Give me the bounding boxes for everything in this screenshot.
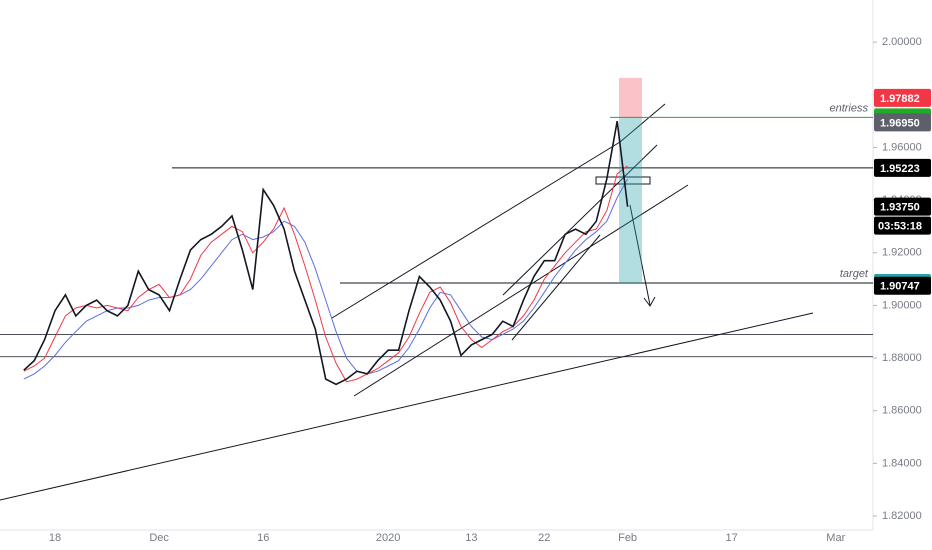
countdown-box (874, 216, 931, 235)
moving-average (23, 178, 629, 380)
trend-line (353, 184, 689, 397)
x-tick-label: Feb (618, 532, 637, 544)
price-label-box (874, 113, 931, 132)
y-tick-label: 1.84000 (882, 457, 922, 469)
price-label-box (874, 197, 931, 216)
x-tick-label: 17 (726, 532, 738, 544)
y-tick-label: 1.92000 (882, 247, 922, 259)
price-label: 1.96950 (880, 117, 920, 129)
arrow (629, 204, 651, 306)
x-tick-label: 18 (49, 532, 61, 544)
x-tick-label: 2020 (376, 532, 400, 544)
price-label-box (874, 276, 931, 295)
y-tick-label: 1.88000 (882, 352, 922, 364)
x-tick-label: 22 (538, 532, 550, 544)
trend-line (0, 312, 814, 501)
x-tick-label: Mar (826, 532, 845, 544)
trend-line (511, 234, 601, 341)
trend-line (619, 103, 666, 143)
y-tick-label: 1.82000 (882, 510, 922, 522)
annotation: entriess (829, 102, 868, 114)
drawings (0, 103, 814, 501)
price-label: 1.97882 (880, 93, 920, 105)
price-label: 1.95223 (880, 163, 920, 175)
x-tick-label: 13 (465, 532, 477, 544)
stop-zone (619, 77, 642, 118)
zone-box (595, 176, 651, 185)
x-tick-label: 16 (257, 532, 269, 544)
price-line (23, 120, 629, 386)
price-label: 1.93750 (880, 202, 920, 214)
moving-average (23, 165, 628, 383)
y-tick-label: 1.90000 (882, 299, 922, 311)
price-label: 1.90747 (880, 281, 920, 293)
y-tick-label: 2.00000 (882, 36, 922, 48)
x-tick-label: Dec (149, 532, 169, 544)
price-label-box (874, 158, 931, 177)
trend-line (502, 144, 658, 296)
annotation: target (840, 268, 869, 280)
y-tick-label: 1.86000 (882, 405, 922, 417)
y-tick-label: 1.96000 (882, 141, 922, 153)
trend-line (331, 141, 621, 319)
price-label-box (874, 88, 931, 107)
target-zone (619, 117, 642, 284)
arrow-head (643, 296, 656, 307)
countdown: 03:53:18 (878, 221, 922, 233)
